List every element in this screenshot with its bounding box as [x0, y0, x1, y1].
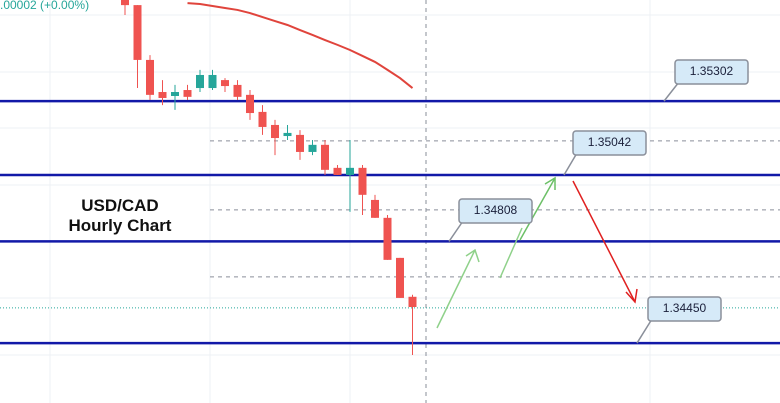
arrow-head [625, 288, 638, 304]
candle-body [358, 167, 367, 195]
level-label: 1.34450 [663, 301, 707, 315]
candle-body [308, 144, 317, 152]
candle-body [408, 296, 417, 308]
candle-body [158, 92, 167, 98]
red-arrow [572, 180, 636, 303]
green-arrow [499, 227, 523, 279]
moving-average [187, 2, 414, 89]
candle-body [171, 92, 179, 96]
arrows [436, 176, 638, 329]
candle-body [246, 94, 254, 114]
candle-body [146, 59, 154, 95]
candle-body [371, 199, 379, 218]
label-pointer [636, 318, 653, 344]
candle-body [283, 132, 292, 137]
level-label: 1.35042 [588, 135, 632, 149]
arrow-head [465, 248, 480, 263]
candle-body [258, 111, 267, 127]
candle-body [333, 167, 342, 175]
candle-body [271, 124, 279, 139]
plot [0, 0, 780, 356]
label-box [572, 130, 647, 156]
candle-body [121, 0, 129, 6]
label-box [647, 296, 722, 322]
candle-body [233, 84, 242, 97]
candle-body [346, 167, 354, 175]
arrow-head [544, 176, 556, 190]
level-label: 1.34808 [474, 203, 518, 217]
label-pointer [563, 152, 578, 176]
candle-body [396, 257, 404, 298]
label-box [458, 198, 533, 224]
label-pointer [448, 220, 464, 242]
label-pointer [663, 81, 680, 102]
chart-title: USD/CAD Hourly Chart [68, 196, 172, 235]
candle-body [296, 134, 304, 152]
candle-body [133, 5, 142, 60]
candle-body [196, 74, 204, 89]
change-label: .00002 (+0.00%) [0, 0, 90, 12]
candle-body [321, 144, 329, 170]
candle-body [221, 80, 229, 87]
candle-body [208, 74, 217, 89]
level-label: 1.35302 [690, 64, 734, 78]
price-labels: 1.35302 1.35042 1.34808 1.34450 [448, 59, 749, 344]
candle-body [383, 217, 392, 260]
label-box [674, 59, 749, 85]
candle-body [183, 90, 192, 97]
green-arrow [436, 249, 476, 329]
green-arrow [519, 177, 556, 241]
